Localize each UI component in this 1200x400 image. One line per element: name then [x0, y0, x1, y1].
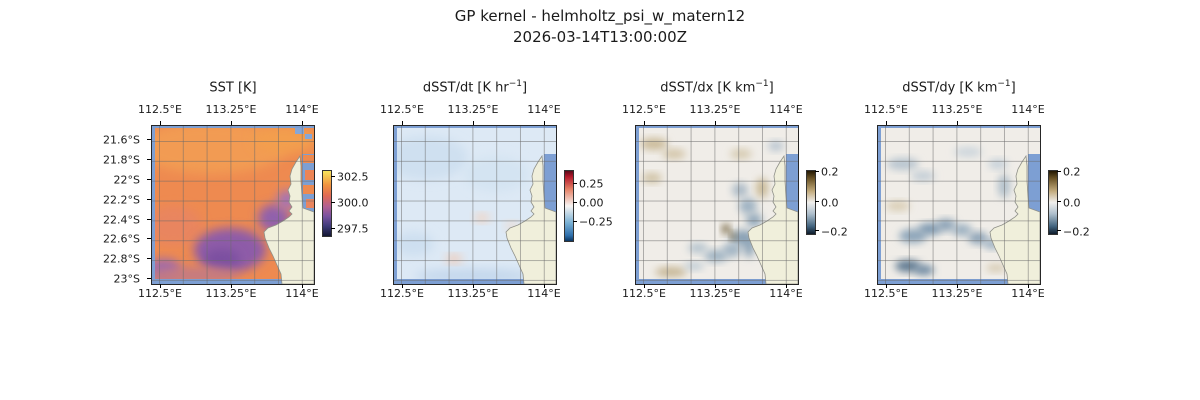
panel-title-exponent: −1 [508, 79, 523, 89]
x-axis-tick-marks-top [152, 121, 314, 125]
x-tick-label: 113.25°E [205, 287, 257, 300]
panel-title-text-end: ] [522, 80, 528, 96]
y-tick-label: 23°S [113, 272, 140, 286]
x-tick-label: 112.5°E [864, 287, 908, 300]
y-tick-label: 22.2°S [103, 193, 140, 207]
panel-title-text: dSST/dx [K km [660, 80, 756, 96]
figure-title-line2: 2026-03-14T13:00:00Z [513, 28, 687, 46]
x-tick-label: 114°E [1011, 103, 1045, 116]
x-tick-label: 112.5°E [380, 103, 424, 116]
colorbar-tick-label: −0.2 [1063, 225, 1090, 239]
panel-title-sst: SST [K] [151, 79, 315, 95]
panel-title-dsst-dy: dSST/dy [K km−1] [877, 79, 1041, 95]
map-dsst-dx [635, 125, 799, 285]
x-tick-label: 113.25°E [447, 103, 499, 116]
map-gridlines [636, 126, 798, 284]
x-axis-tick-marks-top [636, 121, 798, 125]
x-tick-label: 113.25°E [931, 103, 983, 116]
panel-title-text: SST [K] [209, 80, 257, 96]
colorbar-tick-label: 300.0 [337, 196, 369, 210]
panel-title-exponent: −1 [997, 79, 1011, 89]
x-tick-label: 112.5°E [380, 287, 424, 300]
panel-title-dsst-dt: dSST/dt [K hr−1] [393, 79, 557, 95]
x-tick-label: 112.5°E [622, 287, 666, 300]
x-axis-top-labels-sst: 112.5°E 113.25°E 114°E [138, 103, 319, 117]
panel-title-text-end: ] [1010, 80, 1016, 96]
colorbar-tick-label: 0.0 [821, 196, 839, 210]
x-tick-label: 113.25°E [689, 103, 741, 116]
colorbar-tick-label: 0.25 [579, 177, 604, 191]
map-sst [151, 125, 315, 285]
x-tick-label: 112.5°E [138, 287, 182, 300]
map-gridlines [152, 126, 314, 284]
map-gridlines [878, 126, 1040, 284]
x-tick-label: 114°E [285, 287, 319, 300]
y-tick-label: 22.6°S [103, 232, 140, 246]
colorbar-tick-label: 297.5 [337, 222, 369, 236]
x-axis-top-labels-dsst-dy: 112.5°E 113.25°E 114°E [864, 103, 1045, 117]
x-axis-tick-marks-bottom [152, 284, 314, 288]
colorbar-tick-label: 0.0 [1063, 196, 1081, 210]
panel-title-exponent: −1 [755, 79, 769, 89]
x-axis-top-labels-dsst-dt: 112.5°E 113.25°E 114°E [380, 103, 561, 117]
x-axis-bottom-labels-dsst-dx: 112.5°E 113.25°E 114°E [622, 287, 803, 301]
x-axis-tick-marks-bottom [636, 284, 798, 288]
panel-title-text: dSST/dy [K km [902, 80, 998, 96]
map-dsst-dt [393, 125, 557, 285]
y-tick-label: 21.6°S [103, 133, 140, 147]
x-axis-bottom-labels-dsst-dt: 112.5°E 113.25°E 114°E [380, 287, 561, 301]
colorbar-tick-marks [573, 170, 577, 240]
colorbar-tick-label: 0.2 [821, 165, 839, 179]
y-tick-label: 22.4°S [103, 213, 140, 227]
x-axis-tick-marks-bottom [394, 284, 556, 288]
panel-title-text-end: ] [768, 80, 774, 96]
x-tick-label: 113.25°E [689, 287, 741, 300]
x-tick-label: 113.25°E [931, 287, 983, 300]
panel-title-text: dSST/dt [K hr [422, 80, 509, 96]
x-axis-tick-marks-top [394, 121, 556, 125]
panel-title-dsst-dx: dSST/dx [K km−1] [635, 79, 799, 95]
x-axis-bottom-labels-sst: 112.5°E 113.25°E 114°E [138, 287, 319, 301]
y-tick-label: 22°S [113, 173, 140, 187]
x-axis-tick-marks-top [878, 121, 1040, 125]
x-tick-label: 112.5°E [622, 103, 666, 116]
colorbar-tick-label: −0.2 [821, 225, 848, 239]
x-tick-label: 114°E [527, 287, 561, 300]
y-tick-label: 21.8°S [103, 153, 140, 167]
x-axis-bottom-labels-dsst-dy: 112.5°E 113.25°E 114°E [864, 287, 1045, 301]
y-tick-label: 22.8°S [103, 252, 140, 266]
map-gridlines [394, 126, 556, 284]
map-dsst-dy [877, 125, 1041, 285]
colorbar-tick-marks [815, 170, 819, 233]
x-tick-label: 114°E [769, 287, 803, 300]
x-tick-label: 112.5°E [864, 103, 908, 116]
colorbar-tick-label: 0.00 [579, 196, 604, 210]
x-tick-label: 114°E [285, 103, 319, 116]
colorbar-tick-label: 302.5 [337, 170, 369, 184]
x-tick-label: 112.5°E [138, 103, 182, 116]
x-tick-label: 113.25°E [447, 287, 499, 300]
figure-title-line1: GP kernel - helmholtz_psi_w_matern12 [454, 7, 746, 25]
x-tick-label: 113.25°E [205, 103, 257, 116]
x-axis-top-labels-dsst-dx: 112.5°E 113.25°E 114°E [622, 103, 803, 117]
y-axis-labels: 21.6°S 21.8°S 22°S 22.2°S 22.4°S 22.6°S … [84, 125, 146, 286]
x-tick-label: 114°E [769, 103, 803, 116]
colorbar-tick-label: 0.2 [1063, 165, 1081, 179]
colorbar-tick-marks [1057, 170, 1061, 233]
x-tick-label: 114°E [1011, 287, 1045, 300]
colorbar-tick-label: −0.25 [579, 215, 613, 229]
colorbar-tick-marks [331, 170, 335, 235]
x-tick-label: 114°E [527, 103, 561, 116]
x-axis-tick-marks-bottom [878, 284, 1040, 288]
y-axis-tick-marks [147, 125, 151, 283]
